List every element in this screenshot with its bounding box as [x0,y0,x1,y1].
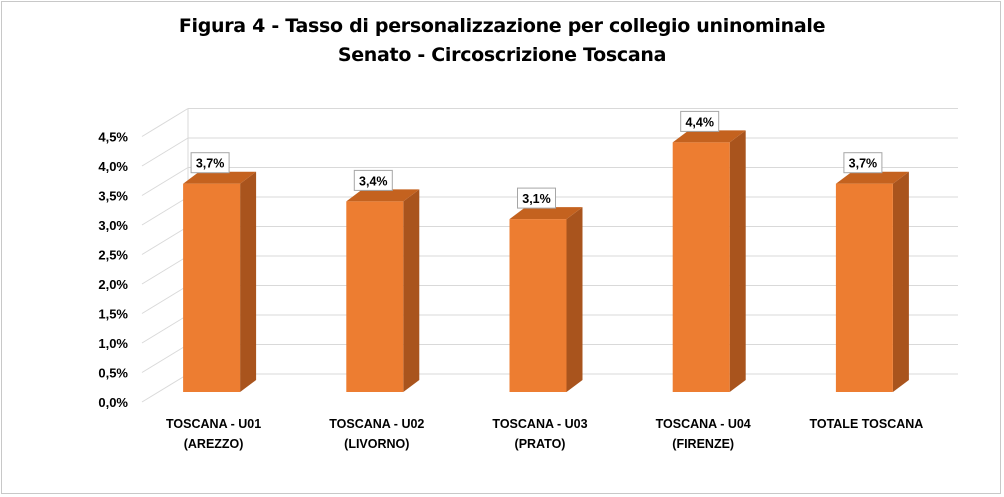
y-tick-label: 0,0% [98,395,128,410]
x-tick-label: (FIRENZE) [672,437,734,451]
data-label-box [680,110,720,132]
gridline-diagonal [141,167,189,196]
y-tick-label: 1,0% [98,336,128,351]
data-label-text: 3,4% [359,174,388,188]
y-tick-label: 3,0% [98,218,128,233]
data-label: 4,4% [680,110,720,132]
gridline-diagonal [141,108,189,137]
y-tick-label: 0,5% [98,366,128,381]
bar-top [509,207,583,220]
bar-side [892,171,909,392]
bar-top [672,130,746,143]
data-label-box [190,152,230,174]
bar [672,142,730,392]
y-tick-label: 3,5% [98,189,128,204]
data-labels: 3,7% 3,4% 3,1% 4,4% 3,7% [190,110,883,209]
x-tick-label: TOSCANA - U01 [166,417,261,431]
data-label-text: 3,7% [196,157,225,171]
data-label-text: 3,1% [522,192,551,206]
gridline-diagonal [141,196,189,226]
gridline-diagonal [141,373,189,403]
bar-side [403,189,420,392]
x-tick-label: (LIVORNO) [344,437,409,451]
bar [509,219,567,392]
data-label: 3,7% [190,152,230,174]
bar-side [566,207,583,392]
y-tick-label: 1,5% [98,307,128,322]
x-axis: TOSCANA - U01 (AREZZO) TOSCANA - U02 (LIVOR… [166,417,923,451]
x-tick-label: TOSCANA - U04 [656,417,751,431]
y-axis: 0,0% 0,5% 1,0% 1,5% 2,0% 2,5% 3,0% 3,5% 4,0% 4,5% [98,130,128,411]
chart-title-block: Figura 4 - Tasso di personalizzazione pe… [0,12,1004,70]
x-tick-label: TOTALE TOSCANA [809,417,923,431]
chart-subtitle: Senato - Circoscrizione Toscana [337,44,667,66]
data-label-box [353,169,393,191]
y-tick-label: 4,5% [98,130,128,145]
data-label-box [517,187,556,209]
bar-top [346,189,420,202]
bar-side [240,171,257,392]
bar [346,201,404,392]
data-label: 3,4% [353,169,393,191]
bar-top [183,171,257,184]
gridline-diagonal [141,344,189,373]
x-tick-label: TOSCANA - U02 [329,417,424,431]
gridline-diagonal [141,314,189,344]
data-label-box [843,152,883,174]
data-label-text: 4,4% [685,115,714,129]
bar [835,183,893,392]
y-tick-label: 2,5% [98,248,128,263]
x-tick-label: TOSCANA - U03 [492,417,587,431]
gridline-diagonal [141,285,189,314]
bars [183,130,909,392]
gridline-diagonal [141,226,189,255]
data-label: 3,1% [517,187,556,209]
data-label-text: 3,7% [849,157,878,171]
x-tick-label: (AREZZO) [184,437,244,451]
gridline-diagonal [141,255,189,285]
data-label: 3,7% [843,152,883,174]
gridline-diagonal [141,137,189,167]
x-tick-label: (PRATO) [515,437,566,451]
bar-top [835,171,909,184]
bar-side [729,130,746,392]
y-tick-label: 4,0% [98,159,128,174]
chart-title: Figura 4 - Tasso di personalizzazione pe… [178,15,826,37]
bar [183,183,241,392]
y-tick-label: 2,0% [98,277,128,292]
